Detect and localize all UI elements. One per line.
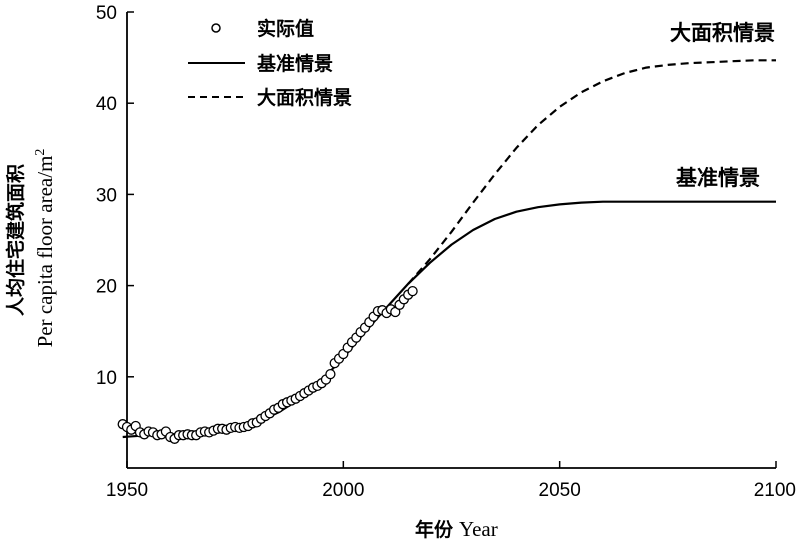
axes — [126, 12, 776, 469]
legend-label-actual: 实际值 — [257, 17, 314, 40]
data-point-2016 — [407, 285, 418, 297]
legend-label-baseline: 基准情景 — [256, 52, 333, 75]
series-line-2 — [407, 59, 776, 285]
y-axis-title-cn-group: 人均住宅建筑面积 — [4, 164, 27, 316]
series-layer — [117, 59, 776, 444]
y-axis-title-cn: 人均住宅建筑面积 — [4, 164, 27, 316]
y-axis-title-en: Per capita floor area/m2 — [33, 149, 57, 348]
data-point-1997 — [325, 368, 336, 380]
y-axis-title-en-sup: 2 — [33, 149, 48, 156]
annotation-large-scenario: 大面积情景 — [670, 21, 775, 45]
y-tick-label-30: 30 — [96, 185, 117, 206]
x-tick-label-1950: 1950 — [106, 480, 148, 501]
y-tick-label-40: 40 — [96, 94, 117, 115]
x-tick-label-2000: 2000 — [322, 480, 364, 501]
y-axis-title-en-group: Per capita floor area/m2 — [33, 149, 57, 348]
legend: 实际值 基准情景 大面积情景 — [188, 17, 352, 109]
y-axis-title-en-main: Per capita floor area/m — [33, 156, 57, 348]
y-tick-label-20: 20 — [96, 277, 117, 298]
y-tick-label-10: 10 — [96, 368, 117, 389]
legend-label-large: 大面积情景 — [257, 86, 352, 109]
y-tick-label-50: 50 — [96, 3, 117, 24]
x-tick-label-2050: 2050 — [539, 480, 581, 501]
x-tick-label-2100: 2100 — [754, 480, 796, 501]
legend-marker-actual — [211, 23, 221, 33]
x-axis-title-en: Year — [459, 517, 498, 541]
annotation-baseline-scenario: 基准情景 — [676, 166, 760, 190]
series-line-1 — [122, 200, 776, 439]
x-axis-title-cn: 年份 — [415, 518, 454, 541]
ticks: 10 20 30 40 50 1950 2000 2050 2100 — [96, 3, 796, 501]
